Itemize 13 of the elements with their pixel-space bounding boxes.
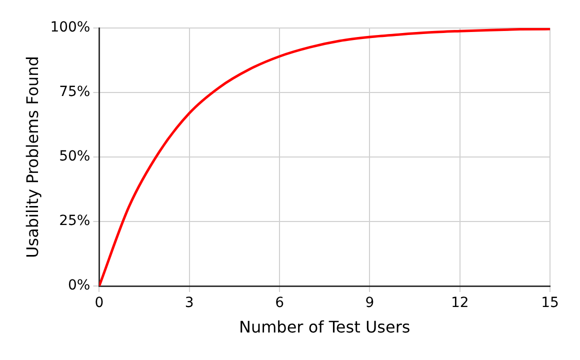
y-tick-label: 0% [68,278,90,294]
y-tick-label: 75% [59,84,90,100]
y-tick-label: 25% [59,213,90,230]
x-tick-label: 15 [541,295,559,312]
y-tick-label: 50% [59,148,90,165]
x-tick-label: 9 [365,295,374,312]
x-tick-label: 6 [275,295,284,312]
x-tick-label: 0 [94,295,104,312]
x-axis-title: Number of Test Users [238,318,410,337]
y-axis-title: Usability Problems Found [22,56,42,258]
x-tick-label: 3 [184,295,194,312]
x-tick-label: 12 [450,295,469,312]
y-tick-label: 100% [50,20,90,36]
